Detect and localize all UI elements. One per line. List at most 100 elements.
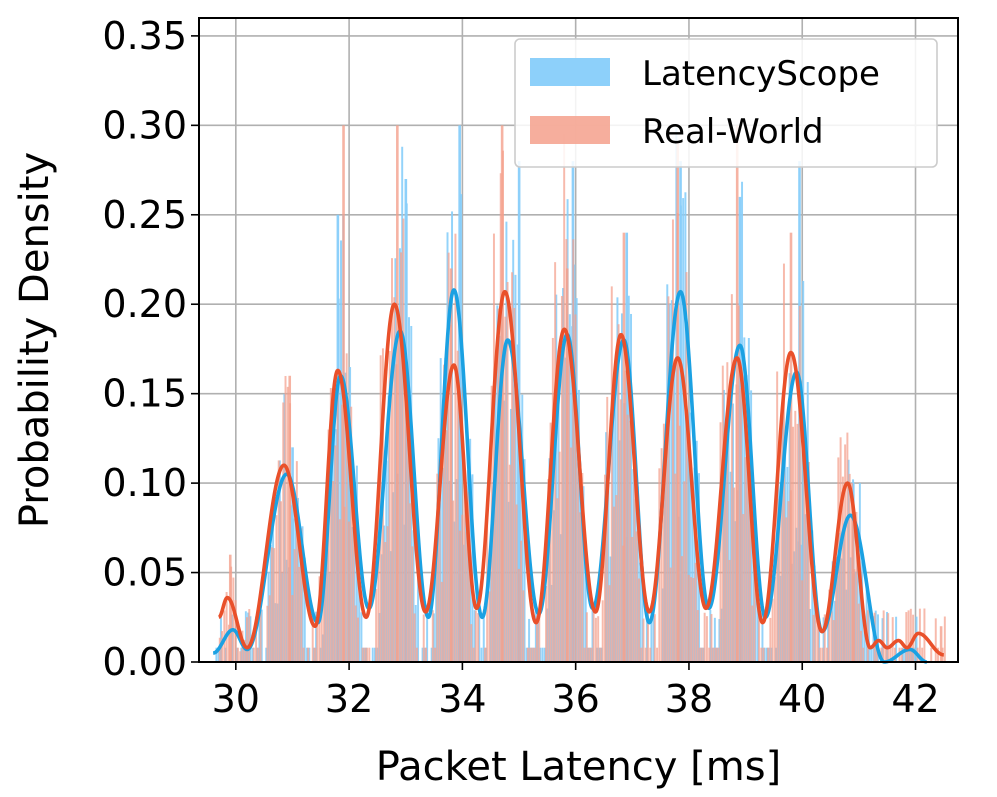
histogram-bar [702, 647, 705, 662]
y-tick-label: 0.20 [102, 282, 187, 326]
histogram-bar [636, 486, 639, 662]
histogram-bar [496, 305, 499, 662]
histogram-bar [867, 604, 870, 662]
histogram-bar [434, 647, 437, 662]
histogram-bar [528, 618, 531, 662]
histogram-bar [333, 418, 336, 662]
histogram-bar [773, 577, 776, 662]
histogram-bar [408, 317, 410, 662]
histogram-bar [597, 616, 600, 662]
histogram-bar [499, 173, 502, 663]
histogram-bar [606, 396, 609, 662]
histogram-bar [563, 134, 566, 663]
histogram-bar-peak [500, 125, 504, 663]
histogram-bar [893, 647, 896, 662]
histogram-bar [598, 647, 601, 662]
histogram-bar [483, 647, 486, 662]
histogram-bar [454, 233, 457, 663]
histogram-bar [550, 584, 553, 662]
histogram-bar [345, 353, 348, 662]
histogram-bar [567, 341, 570, 662]
histogram-bar [715, 647, 717, 662]
histogram-bar [693, 467, 696, 662]
histogram-bar [526, 647, 529, 662]
histogram-bar [274, 603, 277, 662]
x-axis-ticks: 30 32 34 36 38 40 42 [212, 662, 940, 721]
histogram-bar [875, 647, 878, 662]
histogram-bar [594, 617, 597, 662]
histogram-bar [580, 484, 583, 662]
histogram-bar [710, 614, 713, 662]
histogram-bar [794, 410, 797, 662]
histogram-bar [332, 481, 335, 662]
histogram-bar [328, 573, 331, 662]
histogram-bar [364, 647, 367, 662]
histogram-bar [943, 616, 946, 662]
x-tick-label: 38 [665, 677, 713, 721]
histogram-bar [299, 535, 302, 662]
histogram-bar [780, 431, 783, 662]
histogram-bar [412, 530, 415, 662]
histogram-bar [739, 388, 742, 662]
histogram-bar [661, 588, 664, 662]
histogram-bar [319, 647, 322, 662]
histogram-bar [854, 571, 857, 662]
histogram-bar [640, 647, 643, 662]
histogram-bar [321, 634, 324, 662]
histogram-bar [730, 294, 733, 662]
histogram-bar [844, 444, 847, 662]
histogram-bar [746, 423, 749, 662]
histogram-bar [884, 647, 887, 662]
histogram-bar [846, 432, 849, 662]
histogram-bar [634, 499, 637, 662]
histogram-bar [770, 647, 773, 662]
legend-box [514, 38, 938, 168]
histogram-bar [446, 232, 449, 662]
histogram-bar [548, 458, 551, 662]
histogram-bar [717, 647, 720, 662]
histogram-bar [295, 461, 298, 662]
histogram-bar [574, 314, 577, 662]
histogram-bar [409, 503, 412, 662]
histogram-bar [793, 551, 796, 662]
histogram-bar [784, 435, 787, 662]
histogram-bar [308, 647, 311, 662]
histogram-bar [725, 441, 728, 662]
histogram-bar [731, 403, 734, 662]
histogram-bar [921, 647, 924, 662]
histogram-bar [393, 297, 396, 662]
histogram-bar [246, 617, 248, 662]
histogram-bar [865, 577, 868, 662]
histogram-bar [589, 647, 592, 662]
histogram-bar [652, 615, 655, 662]
histogram-bar [415, 647, 418, 662]
histogram-bar [311, 617, 314, 662]
histogram-bar [776, 371, 779, 662]
histogram-bar [781, 416, 784, 662]
histogram-bar [279, 501, 282, 662]
histogram-bar [394, 258, 397, 662]
histogram-bar [239, 651, 242, 662]
histogram-bar [742, 514, 745, 662]
histogram-bar [349, 367, 352, 662]
histogram-bar [360, 612, 363, 662]
histogram-bar [227, 624, 230, 662]
histogram-bar [436, 473, 439, 662]
histogram-bar [439, 358, 442, 662]
histogram-bar [910, 647, 913, 662]
histogram-bar [813, 565, 816, 662]
histogram-bar-peak [449, 268, 453, 662]
histogram-bar [341, 404, 344, 662]
histogram-bar [334, 445, 337, 662]
histogram-bar [601, 600, 604, 662]
y-tick-label: 0.25 [102, 193, 187, 237]
histogram-bar [522, 590, 525, 662]
histogram-bar [619, 399, 622, 662]
histogram-bar [807, 461, 810, 662]
histogram-bar [886, 611, 889, 662]
histogram-bar [823, 614, 826, 662]
histogram-bar [378, 612, 381, 662]
y-axis-title: Probability Density [12, 152, 58, 528]
histogram-bar [443, 364, 446, 662]
